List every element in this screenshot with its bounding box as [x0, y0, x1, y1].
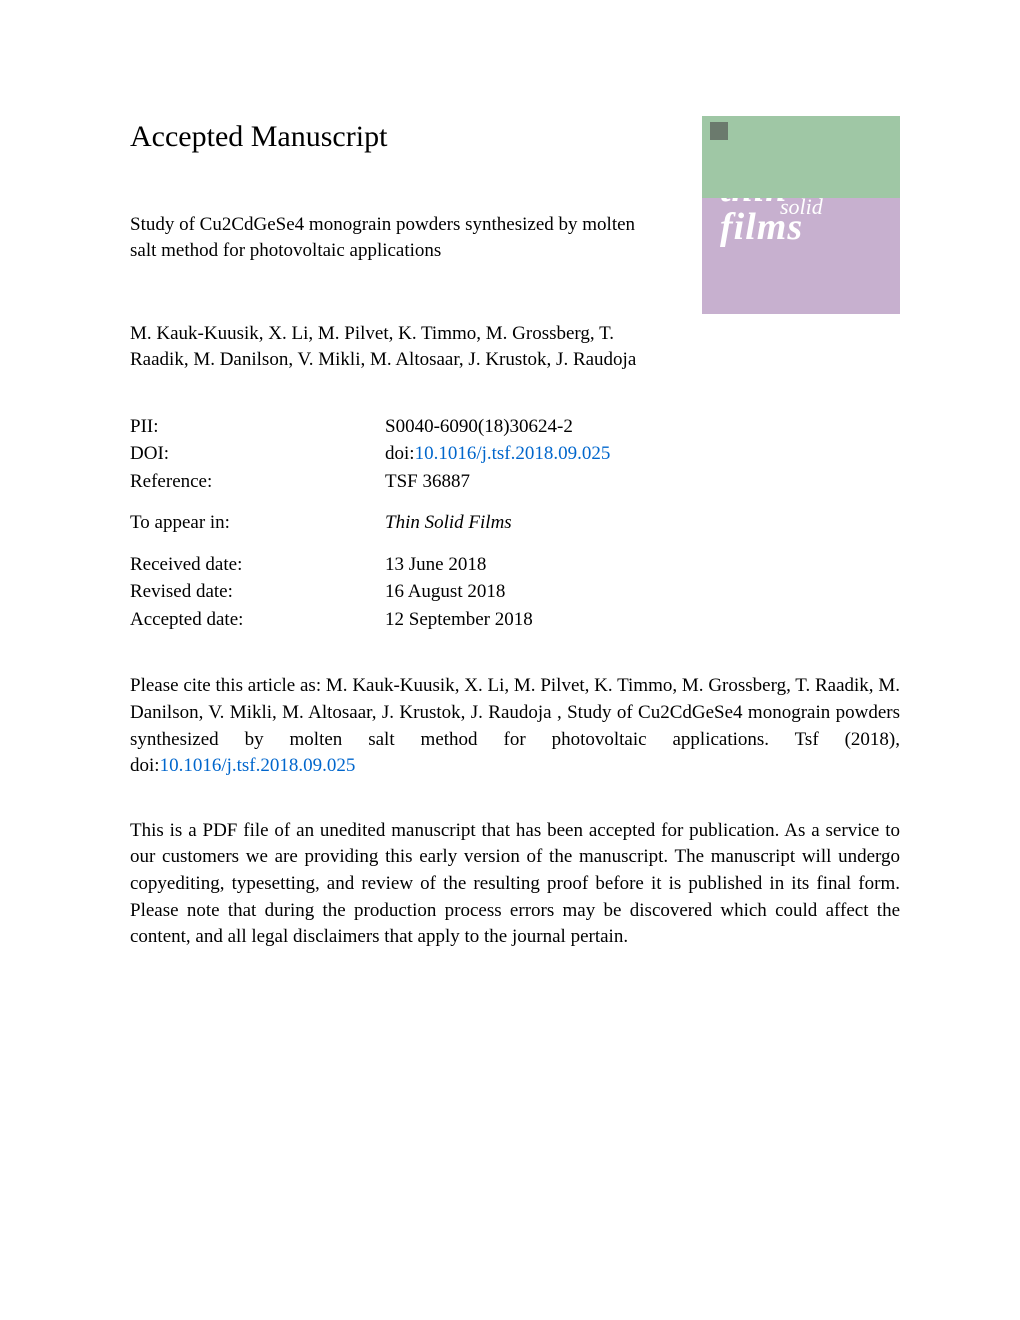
- disclaimer-paragraph: This is a PDF file of an unedited manusc…: [130, 818, 900, 951]
- meta-value: 13 June 2018: [385, 551, 610, 579]
- doi-prefix: doi:: [385, 443, 415, 464]
- cover-top-band: [702, 116, 900, 198]
- meta-value: S0040-6090(18)30624-2: [385, 413, 610, 441]
- meta-value: 12 September 2018: [385, 606, 610, 634]
- meta-label: Reference:: [130, 468, 385, 496]
- meta-row-to-appear-in: To appear in: Thin Solid Films: [130, 509, 610, 537]
- meta-value: doi:10.1016/j.tsf.2018.09.025: [385, 440, 610, 468]
- citation-doi-link[interactable]: 10.1016/j.tsf.2018.09.025: [160, 755, 356, 776]
- article-title: Study of Cu2CdGeSe4 monograin powders sy…: [130, 212, 650, 263]
- meta-row-doi: DOI: doi:10.1016/j.tsf.2018.09.025: [130, 440, 610, 468]
- meta-row-revised: Revised date: 16 August 2018: [130, 578, 610, 606]
- manuscript-cover-page: thin solid films Accepted Manuscript Stu…: [0, 0, 1020, 951]
- meta-row-reference: Reference: TSF 36887: [130, 468, 610, 496]
- meta-row-received: Received date: 13 June 2018: [130, 551, 610, 579]
- meta-label: To appear in:: [130, 509, 385, 537]
- cover-bottom-band: thin solid films: [702, 198, 900, 314]
- meta-label: PII:: [130, 413, 385, 441]
- meta-value: 16 August 2018: [385, 578, 610, 606]
- article-authors: M. Kauk-Kuusik, X. Li, M. Pilvet, K. Tim…: [130, 321, 660, 372]
- meta-value: TSF 36887: [385, 468, 610, 496]
- journal-cover-thumbnail: thin solid films: [702, 116, 900, 314]
- doi-link[interactable]: 10.1016/j.tsf.2018.09.025: [415, 443, 611, 464]
- publisher-mark-icon: [710, 122, 728, 140]
- meta-label: Accepted date:: [130, 606, 385, 634]
- meta-value: Thin Solid Films: [385, 509, 610, 537]
- article-metadata-table: PII: S0040-6090(18)30624-2 DOI: doi:10.1…: [130, 413, 610, 634]
- citation-paragraph: Please cite this article as: M. Kauk-Kuu…: [130, 673, 900, 779]
- meta-row-pii: PII: S0040-6090(18)30624-2: [130, 413, 610, 441]
- meta-label: DOI:: [130, 440, 385, 468]
- meta-row-accepted: Accepted date: 12 September 2018: [130, 606, 610, 634]
- meta-label: Received date:: [130, 551, 385, 579]
- meta-label: Revised date:: [130, 578, 385, 606]
- journal-cover-title: thin solid films: [720, 198, 823, 242]
